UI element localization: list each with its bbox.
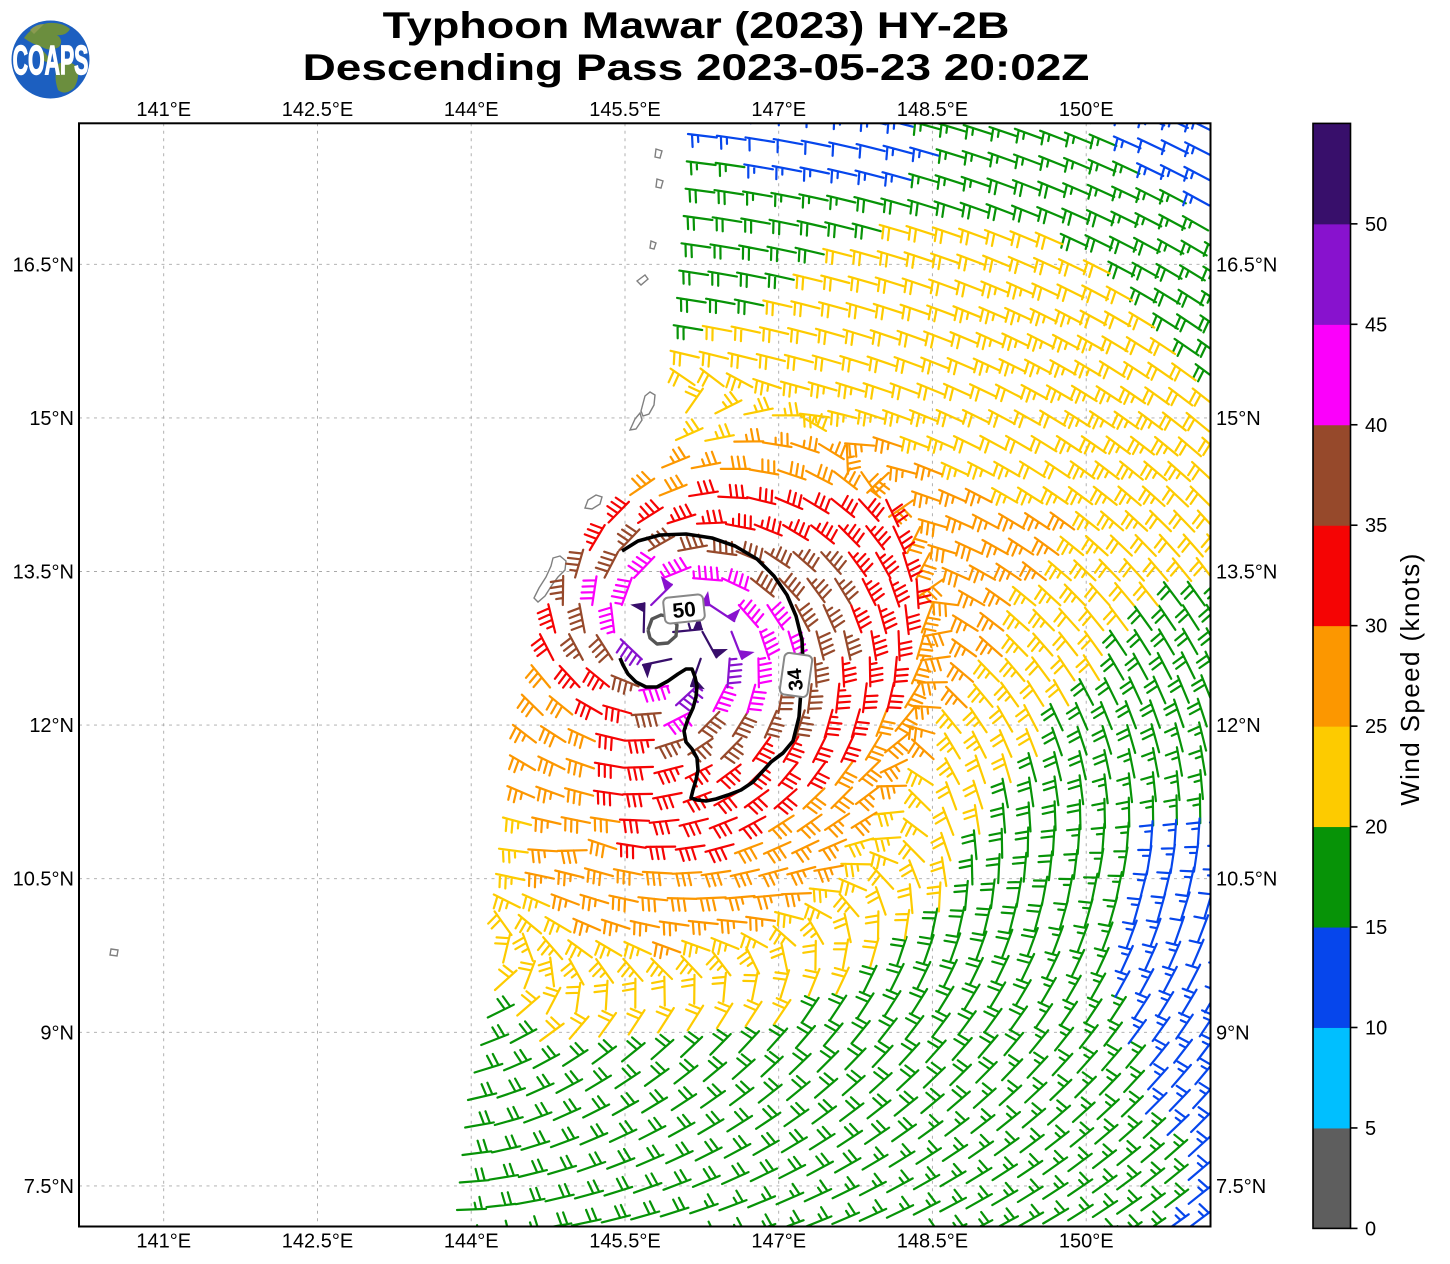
svg-text:9°N: 9°N [40, 1022, 74, 1044]
svg-text:144°E: 144°E [444, 1231, 499, 1253]
svg-text:15: 15 [1365, 917, 1387, 939]
svg-text:10.5°N: 10.5°N [13, 869, 74, 891]
svg-text:150°E: 150°E [1059, 1231, 1114, 1253]
svg-text:13.5°N: 13.5°N [13, 562, 74, 584]
svg-text:144°E: 144°E [444, 99, 499, 121]
svg-text:30: 30 [1365, 616, 1387, 638]
svg-text:148.5°E: 148.5°E [897, 1231, 968, 1253]
svg-text:15°N: 15°N [29, 408, 74, 430]
svg-text:5: 5 [1365, 1118, 1376, 1140]
svg-text:15°N: 15°N [1216, 408, 1261, 430]
svg-text:16.5°N: 16.5°N [13, 254, 74, 276]
svg-text:150°E: 150°E [1059, 99, 1114, 121]
svg-text:45: 45 [1365, 314, 1387, 336]
svg-text:12°N: 12°N [29, 715, 74, 737]
svg-text:35: 35 [1365, 515, 1387, 537]
svg-text:50: 50 [671, 598, 697, 623]
svg-text:7.5°N: 7.5°N [24, 1176, 74, 1198]
svg-text:145.5°E: 145.5°E [589, 99, 660, 121]
svg-text:0: 0 [1365, 1218, 1376, 1240]
svg-text:142.5°E: 142.5°E [282, 99, 353, 121]
svg-text:10: 10 [1365, 1018, 1387, 1040]
svg-text:16.5°N: 16.5°N [1216, 254, 1277, 276]
svg-text:Wind Speed (knots): Wind Speed (knots) [1395, 552, 1425, 806]
svg-text:147°E: 147°E [751, 99, 806, 121]
svg-text:13.5°N: 13.5°N [1216, 562, 1277, 584]
svg-text:141°E: 141°E [136, 99, 191, 121]
svg-text:147°E: 147°E [751, 1231, 806, 1253]
svg-text:9°N: 9°N [1216, 1022, 1250, 1044]
svg-text:148.5°E: 148.5°E [897, 99, 968, 121]
svg-text:40: 40 [1365, 415, 1387, 437]
svg-text:141°E: 141°E [136, 1231, 191, 1253]
svg-text:20: 20 [1365, 817, 1387, 839]
svg-text:25: 25 [1365, 716, 1387, 738]
svg-text:142.5°E: 142.5°E [282, 1231, 353, 1253]
svg-text:34: 34 [784, 666, 808, 691]
svg-text:COAPS: COAPS [13, 36, 89, 82]
svg-text:10.5°N: 10.5°N [1216, 869, 1277, 891]
svg-text:145.5°E: 145.5°E [589, 1231, 660, 1253]
svg-text:50: 50 [1365, 214, 1387, 236]
svg-text:7.5°N: 7.5°N [1216, 1176, 1266, 1198]
svg-text:12°N: 12°N [1216, 715, 1261, 737]
